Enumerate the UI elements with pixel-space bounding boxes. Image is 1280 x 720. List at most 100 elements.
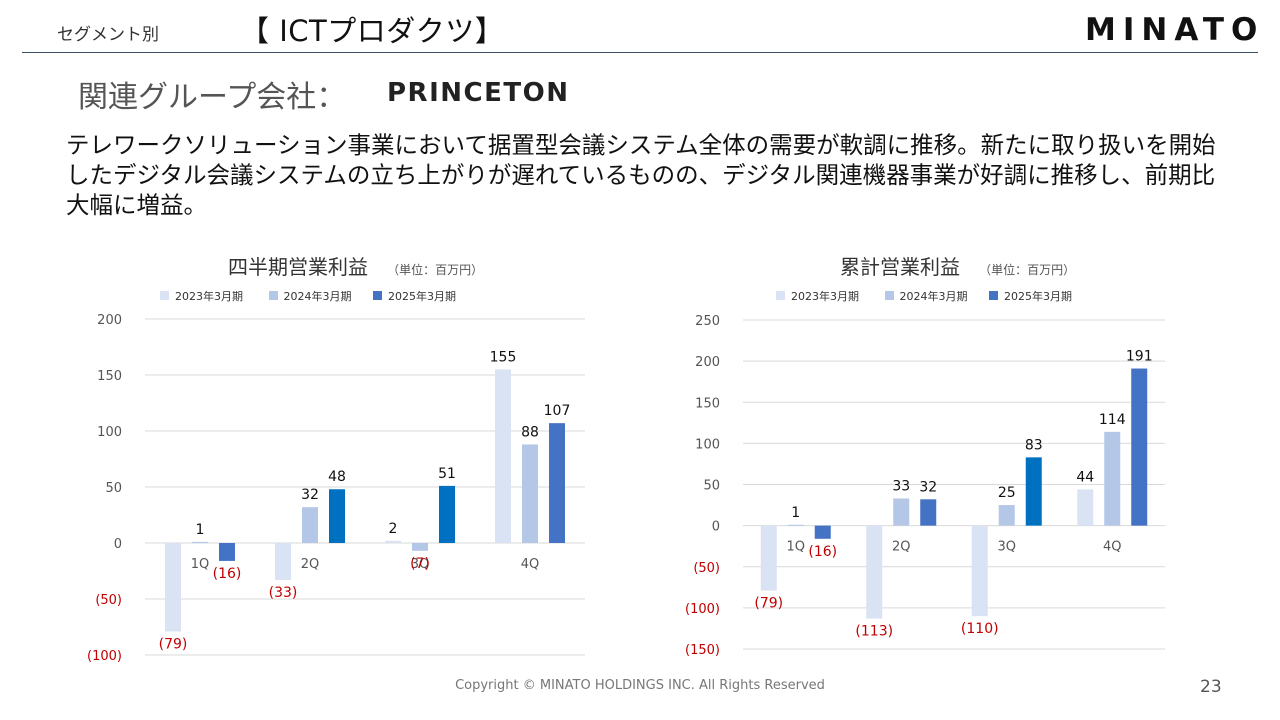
page-title: 【 ICTプロダクツ】 [240,14,505,48]
chart-title: 四半期営業利益 [228,255,368,279]
y-tick-label: 200 [97,313,122,328]
bar-2024年3月期-3Q [412,543,428,551]
x-category-label: 3Q [997,540,1016,555]
segment-label: セグメント別 [57,25,159,45]
data-label: (79) [754,596,783,612]
data-label: (33) [269,585,298,601]
x-category-label: 4Q [1103,540,1122,555]
data-label: 32 [919,479,937,495]
y-tick-label: 50 [703,479,720,494]
y-tick-label: 0 [712,520,720,535]
chart-unit: （単位：百万円） [387,263,484,277]
legend-swatch-2025 [373,291,382,300]
y-tick-label: (100) [87,649,122,664]
legend-label-2023: 2023年3月期 [791,290,859,303]
bar-2025年3月期-3Q [439,485,455,543]
legend-swatch-2025 [989,291,998,300]
x-category-label: 4Q [521,557,540,572]
bar-2024年3月期-2Q [302,507,318,543]
chart-unit: （単位：百万円） [979,263,1076,277]
x-category-label: 2Q [301,557,320,572]
data-label: 88 [521,424,539,440]
bar-2024年3月期-3Q [998,505,1015,526]
y-tick-label: 150 [97,369,122,384]
y-tick-label: (50) [693,561,720,576]
data-label: 107 [544,403,571,419]
legend-swatch-2024 [268,291,278,300]
chart-cumulative: 累計営業利益 （単位：百万円） 2023年3月期 2024年3月期 2025年3… [660,245,1220,675]
copyright: Copyright © MINATO HOLDINGS INC. All Rig… [455,678,825,693]
bar-2024年3月期-1Q [787,524,804,526]
data-label: 33 [892,478,910,494]
bar-2025年3月期-3Q [1025,457,1042,526]
bar-2025年3月期-4Q [1131,368,1148,526]
x-category-label: 2Q [892,540,911,555]
legend-label-2025: 2025年3月期 [388,290,456,303]
data-label: 25 [998,485,1016,501]
bar-2023年3月期-1Q [165,543,181,632]
chart-title: 累計営業利益 [840,255,960,279]
y-tick-label: (100) [685,602,720,617]
bar-2023年3月期-3Q [385,540,401,543]
bar-2024年3月期-4Q [1104,431,1121,526]
bar-2024年3月期-2Q [893,498,910,526]
y-tick-label: 50 [105,481,122,496]
chart-quarterly: 四半期営業利益 （単位：百万円） 2023年3月期 2024年3月期 2025年… [60,245,620,675]
data-label: (113) [855,624,893,640]
legend-label-2024: 2024年3月期 [899,290,968,303]
page-number: 23 [1200,677,1222,697]
y-tick-label: 150 [695,396,720,411]
bar-2024年3月期-1Q [192,541,208,543]
bar-2025年3月期-4Q [549,423,565,543]
subheading: 関連グループ会社： [78,80,347,115]
y-tick-label: (150) [685,643,720,658]
data-label: (7) [410,556,430,572]
legend-swatch-2024 [884,291,894,300]
bar-2025年3月期-1Q [219,543,235,561]
data-label: 1 [196,522,205,538]
bar-2023年3月期-1Q [760,525,777,591]
data-label: (79) [159,636,188,652]
y-tick-label: 200 [695,355,720,370]
data-label: 155 [490,349,517,365]
bar-2025年3月期-2Q [920,499,937,526]
data-label: 191 [1126,349,1153,365]
bar-2025年3月期-2Q [329,489,345,543]
x-category-label: 1Q [191,557,210,572]
legend-label-2023: 2023年3月期 [175,290,243,303]
minato-logo: MINATO [1085,12,1265,48]
princeton-logo: PRINCETON [387,78,570,108]
data-label: (16) [808,544,837,560]
body-text: テレワークソリューション事業において据置型会議システム全体の需要が軟調に推移。新… [66,131,1216,219]
data-label: 44 [1076,469,1094,485]
data-label: (16) [213,566,242,582]
bar-2024年3月期-4Q [522,444,538,543]
data-label: 48 [328,469,346,485]
bar-2023年3月期-2Q [866,525,883,619]
legend-label-2025: 2025年3月期 [1004,290,1072,303]
data-label: 114 [1099,412,1126,428]
data-label: 83 [1025,437,1043,453]
y-tick-label: 100 [695,437,720,452]
bar-2023年3月期-2Q [275,543,291,580]
y-tick-label: 100 [97,425,122,440]
chart-svg: 200 150 100 50 0 (50) (100) 1Q (79) 1 (16) 2Q(33) 32… [87,313,585,664]
data-label: 51 [438,466,456,482]
chart-legend: 2023年3月期 2024年3月期 2025年3月期 [160,288,456,304]
bar-2023年3月期-4Q [495,369,511,543]
data-label: 32 [301,487,319,503]
x-category-label: 3Q [411,557,430,572]
y-tick-label: (50) [95,593,122,608]
legend-swatch-2023 [160,291,169,300]
chart-legend: 2023年3月期 2024年3月期 2025年3月期 [776,288,1072,304]
bar-2023年3月期-3Q [971,525,988,617]
x-category-label: 1Q [786,540,805,555]
y-tick-label: 0 [114,537,122,552]
legend-label-2024: 2024年3月期 [283,290,352,303]
y-tick-label: 250 [695,314,720,329]
data-label: (110) [961,621,999,637]
bar-2023年3月期-4Q [1077,489,1094,526]
data-label: 2 [389,521,398,537]
legend-swatch-2023 [776,291,785,300]
bar-2025年3月期-1Q [814,525,831,539]
